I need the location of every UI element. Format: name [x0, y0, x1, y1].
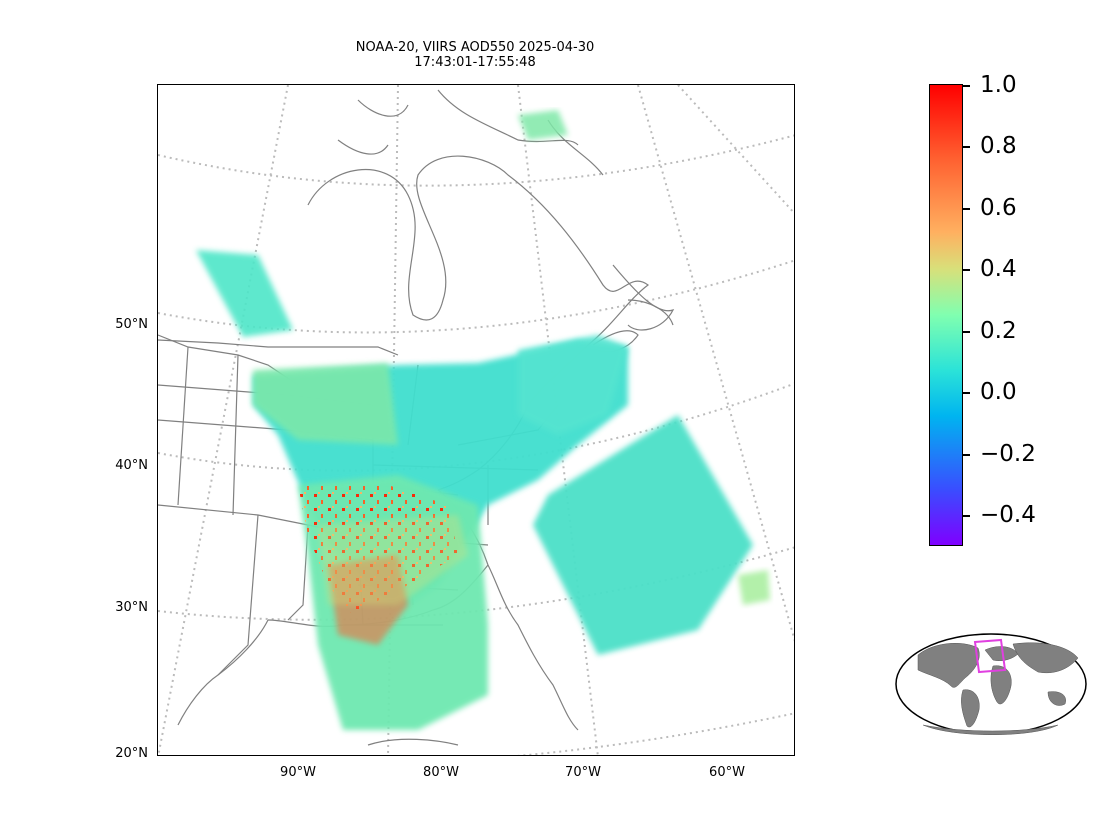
map-title: NOAA-20, VIIRS AOD550 2025-04-30 17:43:0… [300, 40, 650, 70]
aod-swath-ocean [533, 415, 753, 655]
world-locator-map [893, 630, 1089, 738]
aod-medium-values-south [318, 515, 468, 605]
colorbar-tick [963, 146, 970, 148]
colorbar-tick [963, 85, 970, 87]
colorbar-label: −0.4 [980, 502, 1036, 528]
aod-north-islands [518, 110, 568, 140]
locator-canvas [895, 633, 1087, 735]
colorbar [929, 84, 963, 546]
lat-label-30n: 30°N [115, 600, 148, 615]
colorbar-tick [963, 515, 970, 517]
colorbar-tick [963, 208, 970, 210]
map-canvas [158, 85, 794, 755]
lon-label-90w: 90°W [280, 765, 316, 780]
colorbar-tick [963, 331, 970, 333]
lat-label-40n: 40°N [115, 458, 148, 473]
colorbar-label: 0.4 [980, 256, 1017, 282]
colorbar-label: 0.8 [980, 133, 1017, 159]
aod-east-islands [738, 570, 770, 605]
locator-land [917, 642, 1079, 735]
colorbar-tick [963, 269, 970, 271]
colorbar-tick [963, 392, 970, 394]
colorbar-label: −0.2 [980, 441, 1036, 467]
title-line-1: NOAA-20, VIIRS AOD550 2025-04-30 [355, 40, 595, 55]
aod-swath-great-lakes [253, 363, 398, 445]
colorbar-label: 0.0 [980, 379, 1017, 405]
title-line-2: 17:43:01-17:55:48 [414, 55, 536, 70]
colorbar-label: 0.6 [980, 195, 1017, 221]
colorbar-tick [963, 454, 970, 456]
lat-label-20n: 20°N [115, 746, 148, 761]
aod-swath-north-west [196, 250, 293, 337]
aod-swath-maritimes [518, 335, 628, 435]
lon-label-70w: 70°W [565, 765, 601, 780]
main-map [157, 84, 795, 756]
aod-data-swaths [196, 110, 770, 730]
locator-highlight-box [973, 638, 1007, 674]
colorbar-label: 1.0 [980, 72, 1017, 98]
colorbar-label: 0.2 [980, 318, 1017, 344]
lon-label-80w: 80°W [423, 765, 459, 780]
lat-label-50n: 50°N [115, 317, 148, 332]
lon-label-60w: 60°W [709, 765, 745, 780]
